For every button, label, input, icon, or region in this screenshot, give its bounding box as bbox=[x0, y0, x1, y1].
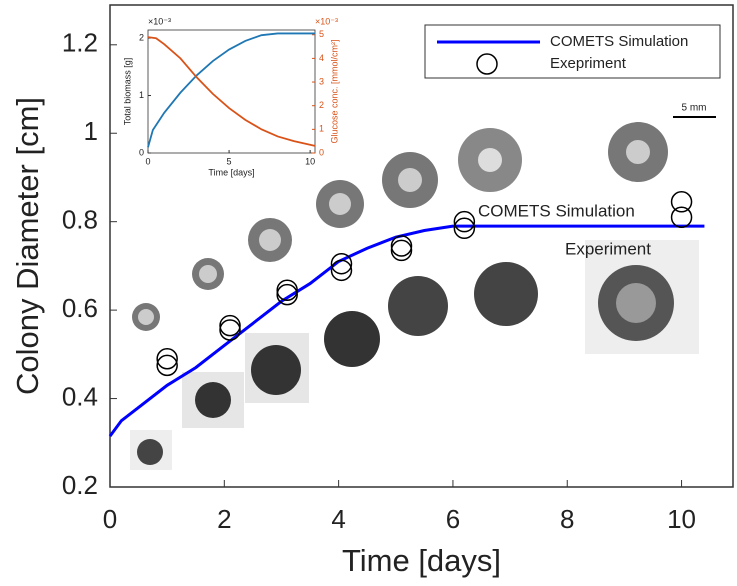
x-tick-label: 2 bbox=[217, 504, 231, 534]
legend-label: Exepriment bbox=[550, 55, 627, 72]
y2-exponent: ×10⁻³ bbox=[315, 16, 338, 26]
annotation: Experiment bbox=[565, 239, 651, 258]
data-line bbox=[108, 224, 705, 438]
plot-frame bbox=[109, 4, 734, 488]
x-axis-label: Time [days] bbox=[208, 167, 254, 177]
colony-images bbox=[128, 122, 699, 470]
data-point bbox=[390, 239, 413, 262]
y-tick-label: 1.2 bbox=[62, 28, 98, 58]
y2-tick-label: 1 bbox=[319, 124, 324, 134]
data-line bbox=[147, 36, 316, 147]
data-point bbox=[156, 354, 178, 377]
y2-tick-label: 5 bbox=[319, 29, 324, 39]
x-tick-label: 5 bbox=[227, 156, 232, 166]
y2-tick-label: 4 bbox=[319, 53, 324, 63]
y-axis-label: Total biomass [g] bbox=[122, 58, 132, 126]
data-point bbox=[453, 217, 476, 240]
data-point bbox=[276, 283, 298, 306]
annotation: 5 mm bbox=[682, 103, 707, 114]
y-tick-label: 0.2 bbox=[62, 470, 98, 500]
legend-marker bbox=[476, 53, 498, 75]
data-point bbox=[453, 210, 476, 233]
data-line bbox=[147, 32, 315, 148]
x-tick-label: 4 bbox=[331, 504, 345, 534]
x-tick-label: 10 bbox=[667, 504, 696, 534]
data-point bbox=[330, 252, 353, 275]
x-tick-label: 0 bbox=[103, 504, 117, 534]
x-axis-label: Time [days] bbox=[342, 543, 501, 578]
x-tick-label: 8 bbox=[560, 504, 574, 534]
data-point bbox=[330, 259, 353, 282]
y-tick-label: 2 bbox=[139, 32, 144, 42]
data-point bbox=[670, 191, 693, 213]
data-point bbox=[219, 314, 241, 337]
legend: COMETS Simulation Exepriment bbox=[424, 24, 721, 79]
x-tick-label: 0 bbox=[145, 156, 150, 166]
legend-box bbox=[424, 24, 721, 79]
data-point bbox=[390, 235, 413, 257]
data-point bbox=[219, 319, 241, 341]
y2-tick-label: 3 bbox=[319, 76, 324, 86]
plot-frame bbox=[147, 29, 316, 154]
y-tick-label: 0 bbox=[139, 147, 144, 157]
y-tick-label: 1 bbox=[139, 90, 144, 100]
x-tick-label: 6 bbox=[446, 504, 460, 534]
annotation: COMETS Simulation bbox=[478, 201, 635, 220]
y2-tick-label: 2 bbox=[319, 100, 324, 110]
y-tick-label: 0.8 bbox=[62, 205, 98, 235]
data-point bbox=[670, 206, 693, 229]
data-point bbox=[156, 348, 178, 370]
y-exponent: ×10⁻³ bbox=[148, 16, 171, 26]
y-axis-label: Colony Diameter [cm] bbox=[10, 97, 45, 395]
legend-label: COMETS Simulation bbox=[550, 33, 688, 50]
y-tick-label: 1 bbox=[84, 116, 98, 146]
y-tick-label: 0.6 bbox=[62, 293, 98, 323]
data-point bbox=[276, 279, 298, 301]
y2-tick-label: 0 bbox=[319, 147, 324, 157]
y-tick-label: 0.4 bbox=[62, 381, 98, 411]
x-tick-label: 10 bbox=[305, 156, 315, 166]
y2-axis-label: Glucose conc. [mmol/cm²] bbox=[329, 39, 339, 143]
